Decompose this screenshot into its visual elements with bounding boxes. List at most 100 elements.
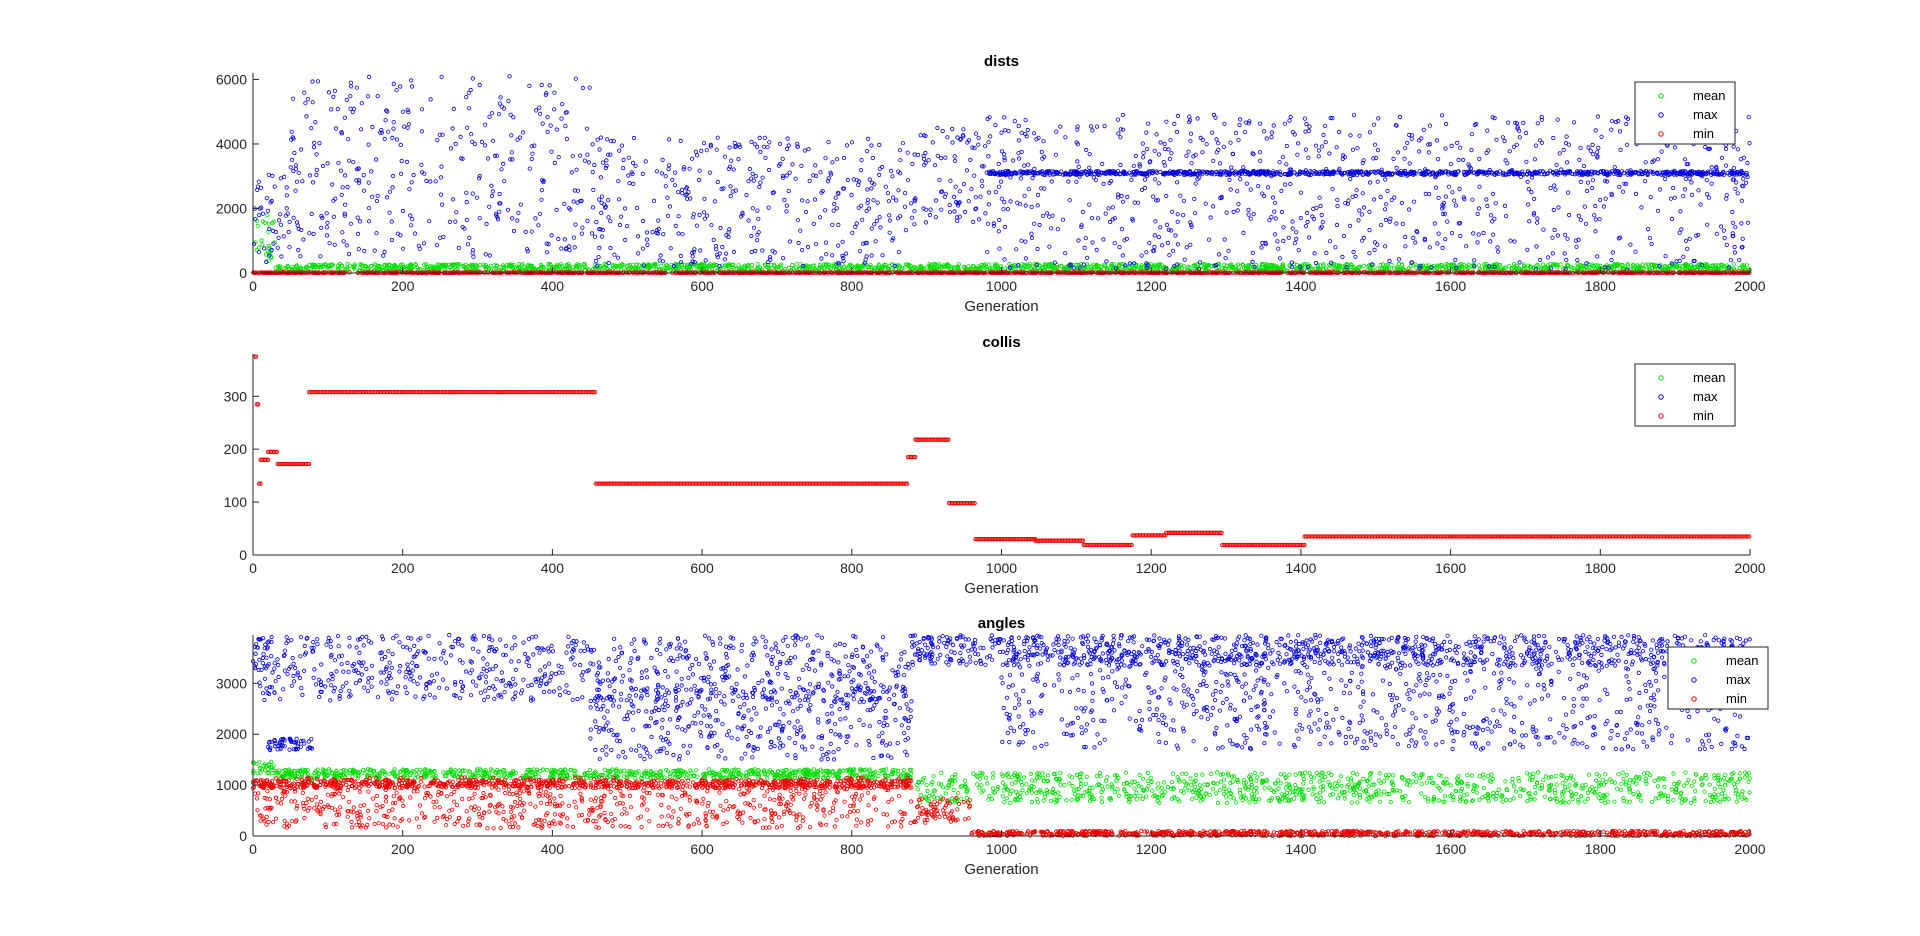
data-point bbox=[438, 192, 444, 197]
data-point bbox=[409, 84, 415, 89]
data-point bbox=[806, 147, 811, 152]
data-point bbox=[332, 242, 337, 247]
data-point bbox=[627, 181, 632, 186]
data-point bbox=[617, 222, 623, 227]
data-point bbox=[676, 231, 681, 236]
data-point bbox=[1142, 177, 1148, 182]
data-point bbox=[1250, 250, 1255, 255]
data-point bbox=[1054, 129, 1059, 134]
data-point bbox=[948, 178, 953, 183]
data-point bbox=[1154, 132, 1159, 137]
data-point bbox=[1327, 151, 1332, 156]
data-point bbox=[661, 232, 666, 237]
data-point bbox=[1392, 195, 1397, 200]
data-point bbox=[736, 157, 741, 162]
data-point bbox=[1306, 263, 1311, 269]
data-point bbox=[890, 238, 895, 243]
data-point bbox=[386, 129, 391, 134]
data-point bbox=[1470, 197, 1475, 202]
data-point bbox=[483, 122, 488, 127]
data-point bbox=[650, 230, 655, 235]
data-point bbox=[1596, 145, 1601, 150]
data-point bbox=[622, 237, 628, 243]
data-point bbox=[1132, 200, 1137, 205]
data-point bbox=[1133, 153, 1138, 159]
data-point bbox=[470, 191, 475, 196]
data-point bbox=[437, 235, 443, 240]
data-point bbox=[1533, 143, 1539, 148]
data-point bbox=[886, 266, 891, 271]
data-point bbox=[1389, 262, 1394, 267]
data-point bbox=[654, 169, 660, 174]
data-point bbox=[1375, 148, 1381, 153]
data-point bbox=[547, 83, 552, 88]
data-point bbox=[340, 185, 345, 190]
data-point bbox=[753, 174, 758, 179]
data-point bbox=[311, 140, 317, 145]
data-point bbox=[1016, 123, 1021, 129]
data-point bbox=[384, 262, 389, 267]
data-point bbox=[1337, 129, 1342, 135]
data-point bbox=[997, 217, 1002, 223]
data-point bbox=[439, 164, 444, 169]
data-point bbox=[544, 250, 550, 255]
data-point bbox=[1435, 241, 1440, 246]
data-point bbox=[978, 194, 983, 199]
data-point bbox=[898, 158, 903, 163]
data-point bbox=[1129, 177, 1134, 182]
data-point bbox=[511, 228, 517, 234]
data-point bbox=[1643, 160, 1648, 165]
data-point bbox=[1731, 262, 1736, 267]
data-point bbox=[539, 188, 545, 193]
data-point bbox=[1115, 117, 1121, 122]
data-point bbox=[1555, 233, 1561, 238]
data-point bbox=[870, 155, 875, 161]
data-point bbox=[703, 258, 708, 263]
data-point bbox=[502, 179, 507, 184]
data-point bbox=[1170, 209, 1175, 214]
data-point bbox=[766, 205, 771, 210]
data-point bbox=[1495, 245, 1500, 250]
data-point bbox=[1287, 118, 1292, 123]
data-point bbox=[598, 135, 604, 140]
data-point bbox=[1443, 237, 1448, 242]
data-point bbox=[1037, 222, 1042, 228]
data-point bbox=[1735, 147, 1741, 152]
data-point bbox=[1658, 187, 1663, 192]
data-point bbox=[701, 141, 707, 146]
data-point bbox=[346, 252, 352, 257]
data-point bbox=[1192, 196, 1197, 201]
data-point bbox=[1671, 185, 1676, 190]
data-point bbox=[559, 116, 564, 121]
data-point bbox=[1649, 241, 1654, 247]
data-point bbox=[1372, 247, 1377, 252]
data-point bbox=[1147, 241, 1152, 246]
data-point bbox=[529, 229, 534, 234]
data-point bbox=[1161, 160, 1166, 165]
data-point bbox=[464, 217, 469, 222]
data-point bbox=[1609, 127, 1614, 132]
data-point bbox=[736, 263, 741, 268]
data-point bbox=[350, 110, 355, 115]
data-point bbox=[933, 198, 939, 203]
data-point bbox=[869, 186, 874, 191]
data-point bbox=[1745, 220, 1751, 225]
data-point bbox=[996, 229, 1001, 234]
data-point bbox=[1610, 250, 1615, 255]
data-point bbox=[619, 143, 625, 148]
data-point bbox=[905, 150, 910, 155]
data-point bbox=[315, 79, 321, 84]
data-point bbox=[834, 206, 839, 211]
data-point bbox=[302, 90, 307, 95]
data-point bbox=[1387, 219, 1392, 224]
data-point bbox=[1601, 204, 1607, 209]
data-point bbox=[910, 161, 915, 166]
data-point bbox=[1218, 161, 1223, 166]
data-point bbox=[1497, 169, 1503, 174]
data-point bbox=[301, 237, 306, 242]
data-point bbox=[696, 177, 702, 183]
data-point bbox=[751, 178, 756, 183]
data-point bbox=[1593, 217, 1598, 222]
data-point bbox=[1592, 213, 1597, 218]
data-point bbox=[592, 162, 597, 168]
